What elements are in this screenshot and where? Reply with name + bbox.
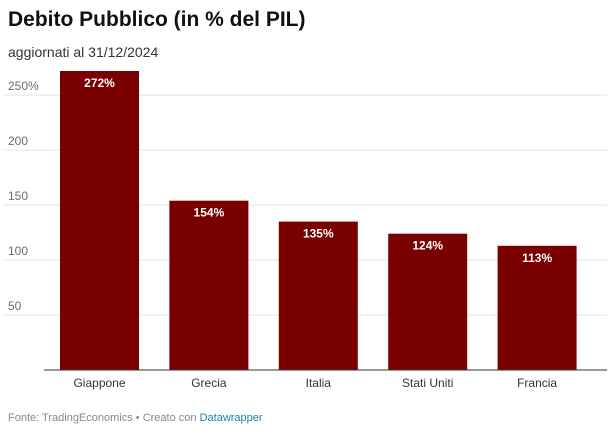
x-category-label: Francia (517, 376, 557, 390)
source-note: Fonte: TradingEconomics (8, 412, 133, 424)
bar (169, 200, 249, 370)
bar-value-label: 135% (303, 227, 334, 241)
y-tick-label: 100 (8, 244, 28, 258)
chart-footer: Fonte: TradingEconomics • Creato con Dat… (8, 412, 263, 424)
bar (388, 233, 468, 370)
created-with-note: Creato con (142, 412, 200, 424)
y-tick-label: 50 (8, 299, 22, 313)
chart-subtitle: aggiornati al 31/12/2024 (8, 44, 159, 60)
datawrapper-link[interactable]: Datawrapper (199, 412, 263, 424)
chart-title: Debito Pubblico (in % del PIL) (8, 8, 306, 31)
x-category-label: Italia (306, 376, 332, 390)
y-tick-label: 200 (8, 134, 28, 148)
y-tick-label: 150 (8, 189, 28, 203)
bar-value-label: 154% (194, 206, 225, 220)
x-category-label: Giappone (73, 376, 125, 390)
x-category-label: Stati Uniti (402, 376, 453, 390)
bar-chart: 50 100 150 200 250% 272% Giappone 154% Grecia 135… (4, 71, 607, 390)
x-category-label: Grecia (191, 376, 227, 390)
bar-value-label: 272% (84, 76, 115, 90)
bar (278, 221, 358, 370)
bar-value-label: 124% (412, 239, 443, 253)
bar (60, 71, 139, 370)
bar-value-label: 113% (522, 251, 552, 265)
footer-separator: • (132, 412, 143, 424)
bar (497, 245, 577, 370)
y-tick-label: 250% (8, 79, 39, 93)
